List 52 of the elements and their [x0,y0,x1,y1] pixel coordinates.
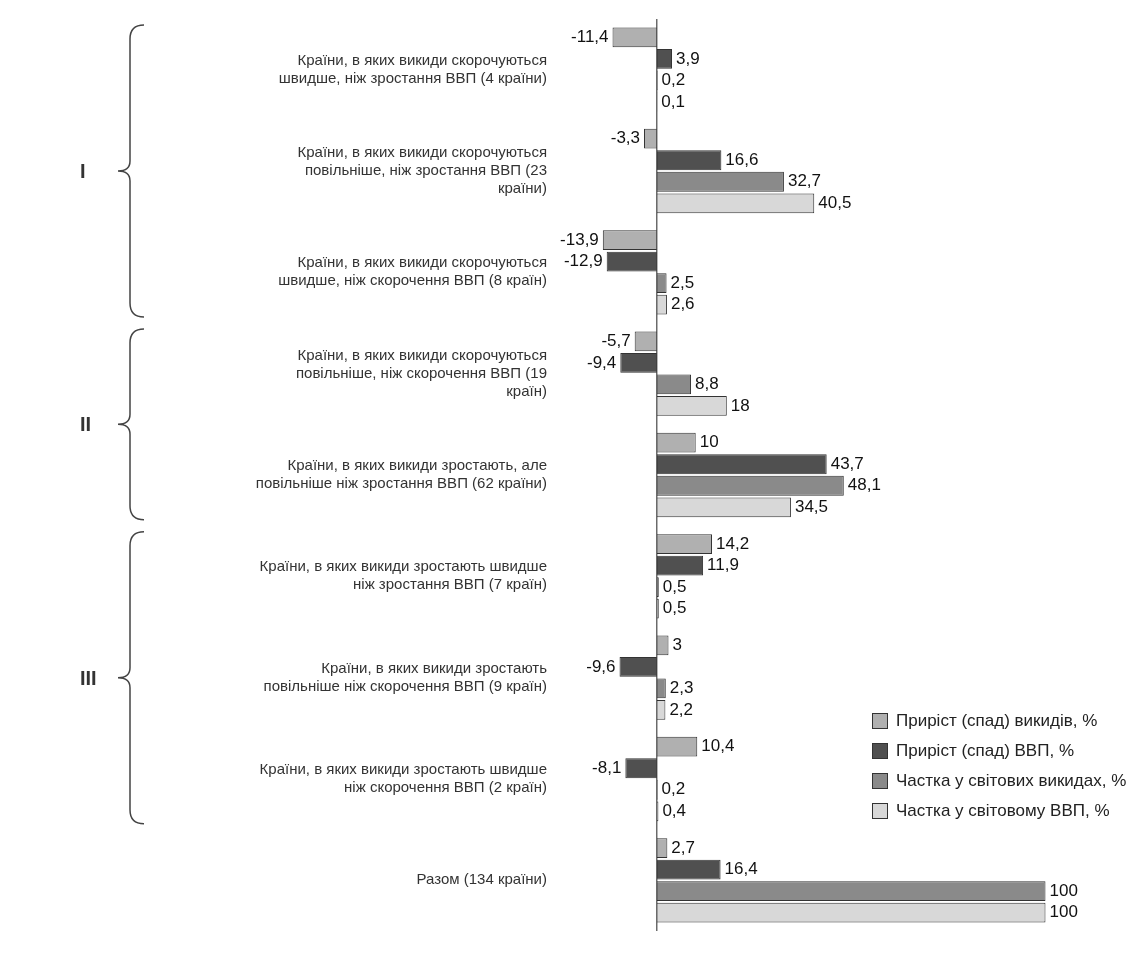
data-label: 10,4 [701,736,735,756]
data-label: 0,4 [662,800,687,820]
data-label: 2,6 [670,294,695,314]
legend-label: Частка у світовому ВВП, % [896,800,1110,822]
data-label: 32,7 [787,171,822,191]
data-label: 100 [1049,880,1078,900]
data-label: 16,4 [724,859,758,879]
y-tick-label: Країни, в яких викиди зростають, але повільніше ніж зростання ВВП (62 країни) [255,456,547,492]
data-label: -12,9 [563,251,603,271]
data-label: 16,6 [725,149,759,169]
data-label: 43,7 [830,453,864,473]
data-label: 2,7 [671,837,695,857]
y-tick-label: Країни, в яких викиди скорочуються швидше, ніж скорочення ВВП (8 країн) [278,253,547,289]
y-tick-label: Країни, в яких викиди скорочуються повільніше, ніж скорочення ВВП (19 країн) [295,345,547,399]
data-label: -11,4 [571,27,609,47]
y-tick-label: Разом (134 країни) [416,870,547,888]
y-tick-label: Країни, в яких викиди зростають повільніше ніж скорочення ВВП (9 країн) [263,658,548,694]
data-label: 48,1 [847,475,881,495]
data-label: 0,5 [662,576,687,596]
data-label: -5,7 [601,331,631,351]
data-label: 0,2 [661,779,686,799]
data-label: -8,1 [592,757,622,777]
data-label: 100 [1049,902,1078,922]
text: I [80,160,86,182]
text: III [80,666,97,689]
legend-label: Частка у світових викидах, % [896,770,1127,792]
data-label: 2,3 [669,678,694,698]
y-tick-label: Країни, в яких викиди скорочуються повільніше, ніж зростання ВВП (23 країни) [297,143,547,197]
data-label: 18 [730,395,750,415]
data-label: -13,9 [560,229,599,249]
data-label: -9,6 [586,656,616,676]
data-label: -3,3 [610,128,641,148]
data-label: 2,2 [669,699,694,719]
data-label: 8,8 [695,374,719,394]
data-label: 10 [699,432,719,452]
data-label: 11,9 [707,555,739,575]
y-tick-label: Країни, в яких викиди скорочуються швидше, ніж зростання ВВП (4 країни) [278,50,547,86]
data-label: 0,5 [662,598,687,618]
data-label: 0,2 [661,70,686,90]
data-label: 40,5 [818,192,852,212]
legend-label: Приріст (спад) ВВП, % [896,740,1074,762]
data-label: 14,2 [716,533,750,553]
data-label: 34,5 [794,496,829,516]
legend-label: Приріст (спад) викидів, % [896,710,1098,732]
data-label: -9,4 [587,352,617,372]
y-tick-label: Країни, в яких викиди зростають швидше ніж скорочення ВВП (2 країн) [259,760,547,796]
data-label: 2,5 [670,272,695,292]
data-label: 3 [672,635,682,655]
y-tick-label: Країни, в яких викиди зростають швидше ніж зростання ВВП (7 країн) [259,557,547,593]
data-label: 3,9 [676,48,700,68]
text: II [80,413,92,436]
data-label: 0,1 [661,91,685,111]
